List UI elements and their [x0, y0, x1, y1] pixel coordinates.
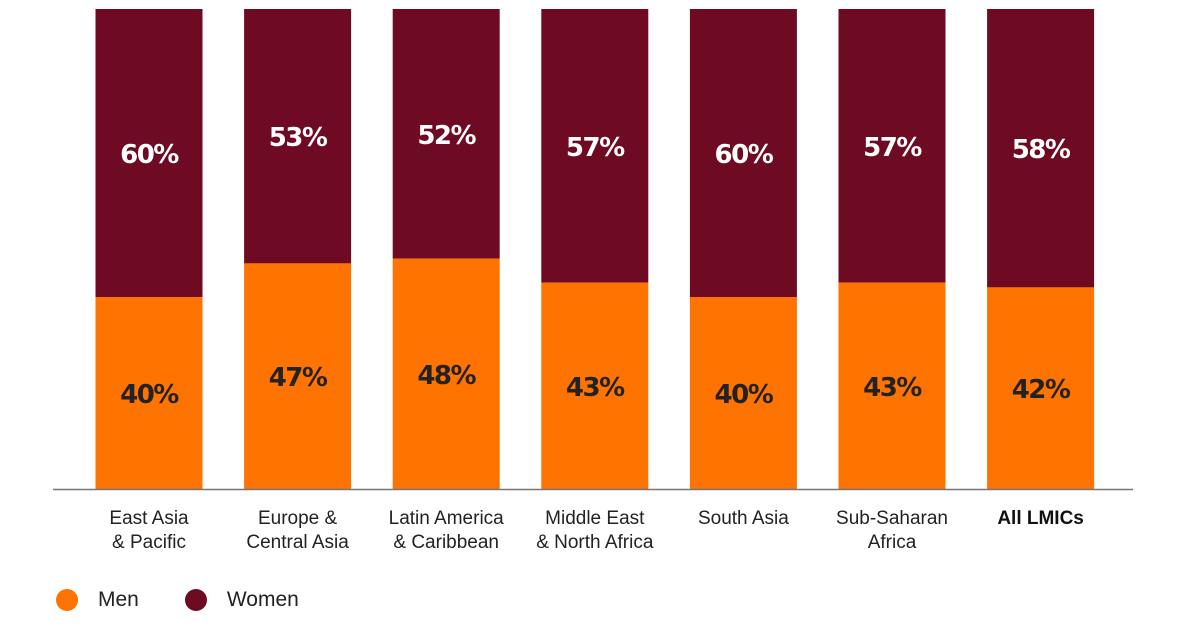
bar-men [838, 282, 946, 489]
data-label-women: 57% [863, 133, 922, 163]
bar-women [95, 9, 203, 297]
data-label-men: 47% [269, 363, 328, 393]
legend-swatch-women [184, 589, 207, 611]
legend-label-men: Men [98, 588, 139, 611]
category-label: Middle East & North Africa [536, 508, 654, 553]
data-label-men: 40% [120, 380, 179, 410]
legend-label-women: Women [226, 588, 299, 611]
data-label-men: 48% [417, 361, 476, 391]
category-label: Sub-Saharan Africa [836, 508, 948, 553]
bar-group: 57% 43% Sub-Saharan Africa [836, 9, 948, 553]
category-label: East Asia & Pacific [109, 508, 189, 553]
data-label-women: 60% [120, 140, 179, 170]
legend-swatch-men [56, 589, 78, 611]
data-label-women: 53% [269, 123, 328, 153]
bar-men [392, 258, 500, 489]
bar-men [244, 263, 352, 489]
legend-item-men: Men [56, 588, 139, 612]
data-label-men: 43% [566, 373, 625, 403]
bar-men [987, 287, 1095, 489]
legend-item-women: Women [184, 588, 299, 612]
bar-men [95, 297, 203, 489]
bar-women [838, 9, 946, 283]
category-label: Latin America & Caribbean [389, 508, 505, 553]
bar-men [541, 282, 649, 489]
bar-women [244, 9, 352, 264]
bar-group: 58% 42% All LMICs [987, 9, 1095, 529]
category-label: South Asia [698, 508, 789, 529]
bar-group: 53% 47% Europe & Central Asia [244, 9, 352, 553]
data-label-men: 40% [715, 380, 774, 410]
data-label-women: 60% [715, 140, 774, 170]
data-label-women: 58% [1012, 135, 1071, 165]
bar-women [689, 9, 797, 297]
bar-men [689, 297, 797, 489]
data-label-women: 52% [417, 121, 476, 151]
bar-women [987, 9, 1095, 288]
bar-women [541, 9, 649, 283]
bar-group: 60% 40% South Asia [689, 9, 797, 529]
bar-group: 52% 48% Latin America & Caribbean [389, 9, 505, 553]
data-label-women: 57% [566, 133, 625, 163]
bar-group: 60% 40% East Asia & Pacific [95, 9, 203, 553]
bar-group: 57% 43% Middle East & North Africa [536, 9, 654, 553]
data-label-men: 42% [1012, 375, 1071, 405]
category-label: Europe & Central Asia [246, 508, 349, 553]
data-label-men: 43% [863, 373, 922, 403]
category-label: All LMICs [997, 508, 1084, 529]
bar-women [392, 9, 500, 259]
legend: Men Women [56, 588, 345, 612]
